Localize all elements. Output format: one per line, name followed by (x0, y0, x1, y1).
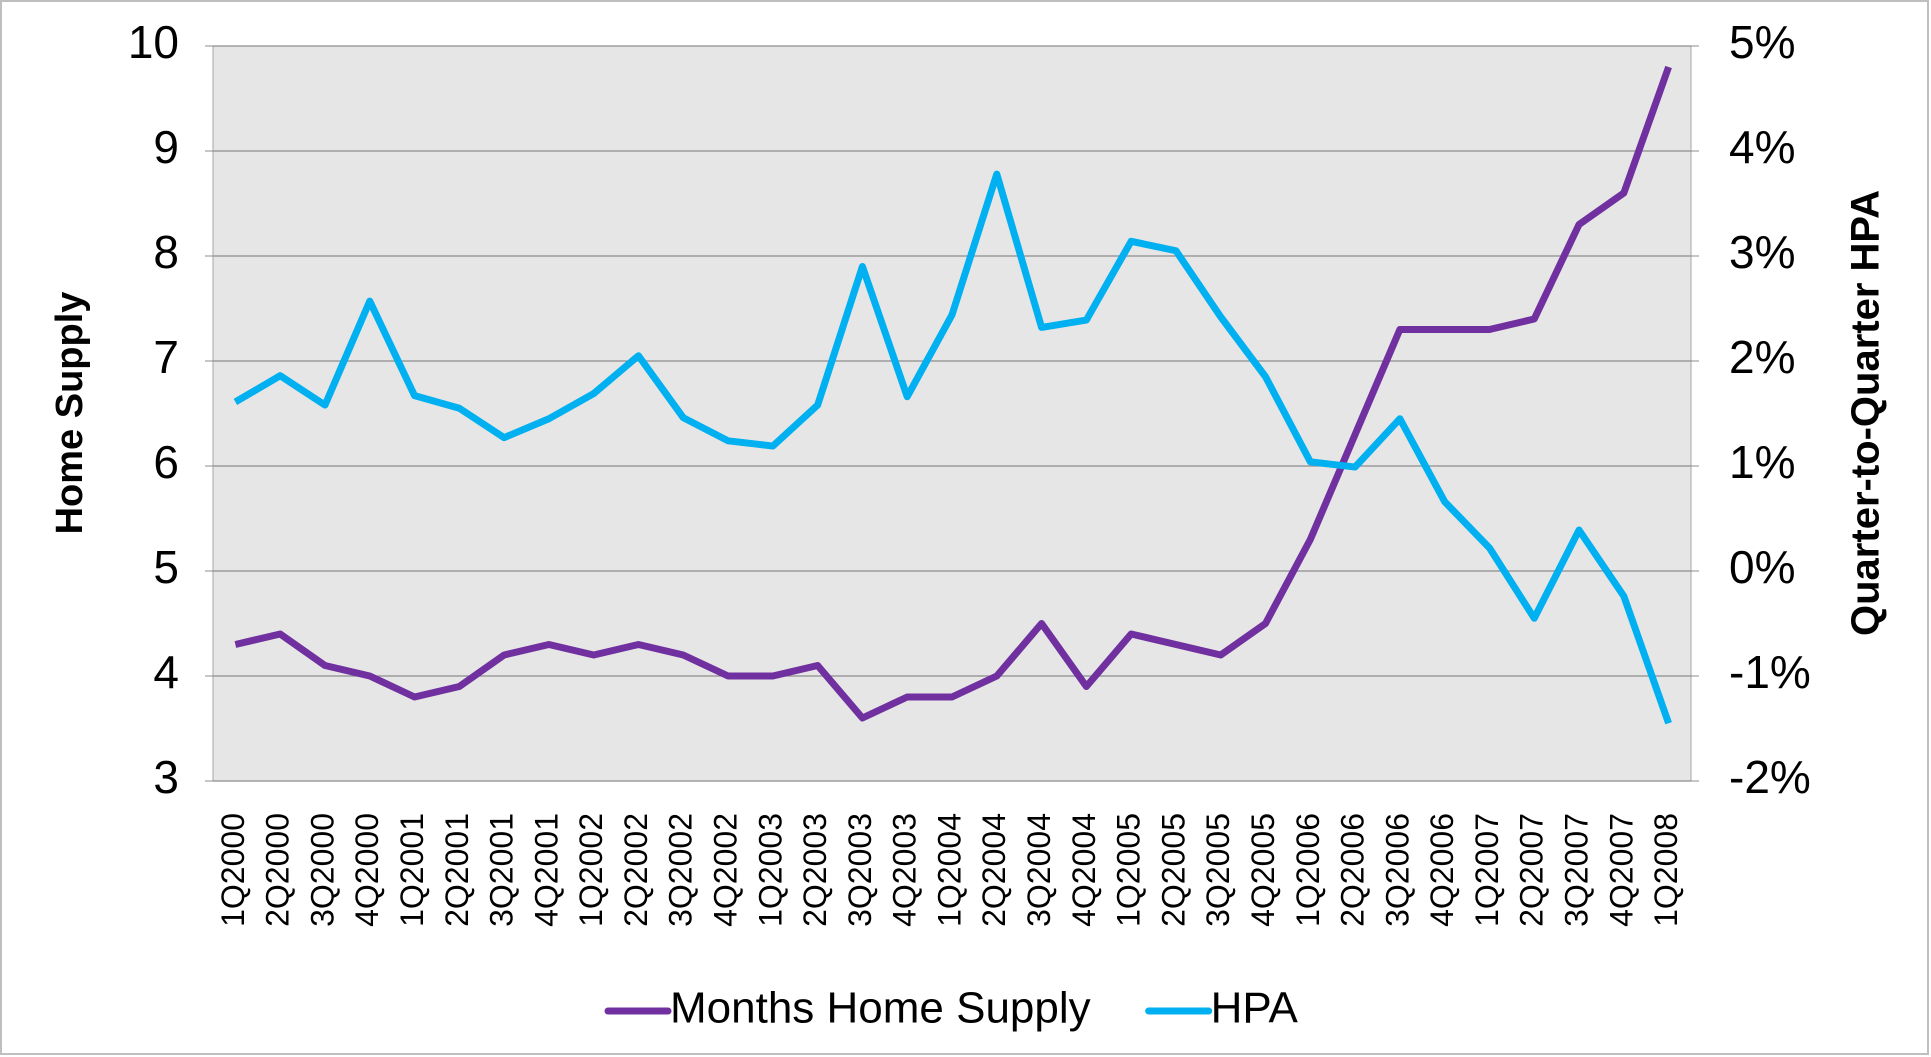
y-tick-label: 4 (153, 646, 179, 698)
x-tick-label: 2Q2006 (1335, 813, 1371, 927)
x-tick-label: 1Q2003 (752, 813, 788, 927)
y2-tick-label: 5% (1729, 16, 1795, 68)
x-tick-label: 3Q2000 (304, 813, 340, 927)
y-tick-label: 9 (153, 121, 179, 173)
x-tick-label: 1Q2006 (1290, 813, 1326, 927)
legend-label: HPA (1211, 984, 1299, 1033)
x-tick-label: 2Q2007 (1514, 813, 1550, 927)
x-tick-label: 2Q2005 (1155, 813, 1191, 927)
x-tick-label: 4Q2007 (1603, 813, 1639, 927)
x-tick-label: 4Q2005 (1245, 813, 1281, 927)
x-tick-label: 1Q2005 (1111, 813, 1147, 927)
x-tick-label: 3Q2002 (663, 813, 699, 927)
plot-area (212, 45, 1692, 782)
x-tick-label: 2Q2000 (260, 813, 296, 927)
y2-tick-label: 0% (1729, 541, 1795, 593)
x-tick-label: 2Q2001 (439, 813, 475, 927)
y-tick-label: 7 (153, 331, 179, 383)
x-tick-label: 1Q2000 (215, 813, 251, 927)
x-tick-label: 3Q2006 (1379, 813, 1415, 927)
x-tick-label: 1Q2001 (394, 813, 430, 927)
x-tick-label: 4Q2006 (1424, 813, 1460, 927)
x-tick-label: 3Q2004 (1021, 813, 1057, 927)
line-series (233, 170, 1672, 725)
x-tick-label: 3Q2007 (1558, 813, 1594, 927)
y2-tick-label: 4% (1729, 121, 1795, 173)
x-tick-label: 3Q2003 (842, 813, 878, 927)
x-tick-label: 3Q2005 (1200, 813, 1236, 927)
x-tick-label: 3Q2001 (484, 813, 520, 927)
x-tick-label: 2Q2003 (797, 813, 833, 927)
x-tick-label: 1Q2002 (573, 813, 609, 927)
x-tick-label: 1Q2008 (1648, 813, 1684, 927)
y2-axis-title: Quarter-to-Quarter HPA (1844, 190, 1888, 636)
y-tick-label: 10 (128, 16, 179, 68)
y2-tick-label: 2% (1729, 331, 1795, 383)
y2-tick-label: -1% (1729, 646, 1811, 698)
line-series (234, 65, 1672, 722)
y-tick-label: 8 (153, 226, 179, 278)
legend-label: Months Home Supply (670, 984, 1091, 1033)
x-tick-label: 4Q2003 (887, 813, 923, 927)
x-tick-label: 4Q2001 (528, 813, 564, 927)
x-tick-label: 1Q2004 (931, 813, 967, 927)
x-tick-label: 4Q2002 (708, 813, 744, 927)
y-tick-label: 6 (153, 436, 179, 488)
x-tick-label: 1Q2007 (1469, 813, 1505, 927)
x-tick-label: 4Q2000 (349, 813, 385, 927)
y2-tick-label: 1% (1729, 436, 1795, 488)
y-tick-label: 3 (153, 751, 179, 803)
y-axis-title: Home Supply (49, 292, 91, 535)
y-tick-label: 5 (153, 541, 179, 593)
y2-tick-label: -2% (1729, 751, 1811, 803)
x-tick-label: 2Q2002 (618, 813, 654, 927)
y2-tick-label: 3% (1729, 226, 1795, 278)
x-tick-label: 4Q2004 (1066, 813, 1102, 927)
x-tick-label: 2Q2004 (976, 813, 1012, 927)
